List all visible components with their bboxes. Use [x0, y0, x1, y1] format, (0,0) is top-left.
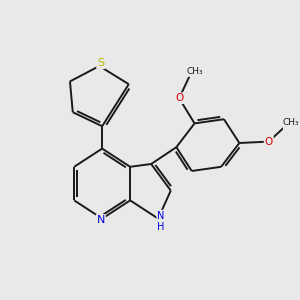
Text: O: O	[175, 93, 183, 103]
Text: N: N	[97, 215, 105, 225]
Text: O: O	[265, 136, 273, 147]
Text: CH₃: CH₃	[283, 118, 299, 127]
Text: N
H: N H	[157, 211, 165, 232]
Text: S: S	[97, 58, 104, 68]
Text: CH₃: CH₃	[186, 67, 203, 76]
